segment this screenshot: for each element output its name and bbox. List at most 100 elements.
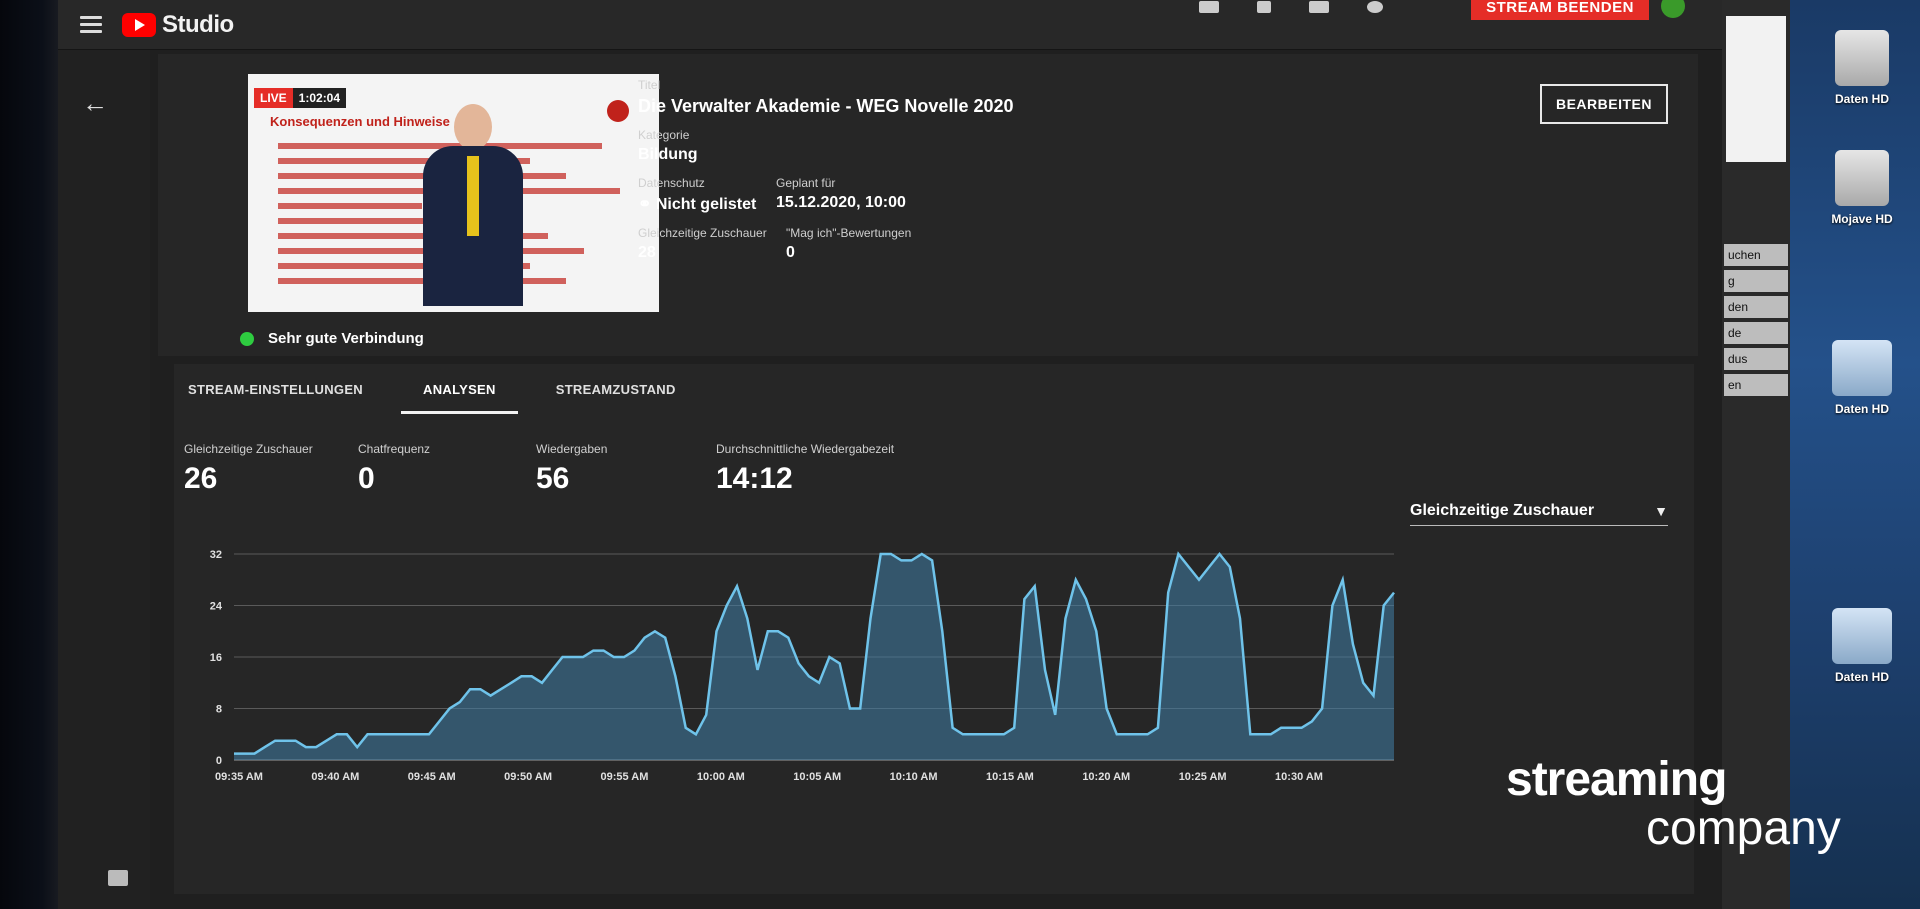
stat-views: Wiedergaben 56 bbox=[536, 442, 716, 496]
watermark-line2: company bbox=[1646, 802, 1841, 855]
title-label: Titel bbox=[638, 78, 661, 92]
x-tick-label: 10:00 AM bbox=[697, 771, 745, 783]
end-stream-button[interactable]: STREAM BEENDEN bbox=[1471, 0, 1649, 20]
x-tick-label: 09:55 AM bbox=[601, 771, 649, 783]
stat-avg-watch-time: Durchschnittliche Wiedergabezeit 14:12 bbox=[716, 442, 936, 496]
concurrent-viewers-label: Gleichzeitige Zuschauer bbox=[638, 226, 767, 240]
connection-status: Sehr gute Verbindung bbox=[240, 330, 424, 347]
live-badge: LIVE 1:02:04 bbox=[254, 88, 347, 108]
stream-preview[interactable]: LIVE 1:02:04 Konsequenzen und Hinweise bbox=[248, 74, 659, 312]
stat-chat-rate: Chatfrequenz 0 bbox=[358, 442, 536, 496]
stream-info-panel: LIVE 1:02:04 Konsequenzen und Hinweise bbox=[158, 54, 1698, 356]
hard-drive-icon bbox=[1835, 30, 1889, 86]
slide-heading: Konsequenzen und Hinweise bbox=[270, 114, 450, 129]
y-tick-label: 8 bbox=[216, 704, 222, 716]
likes-label: "Mag ich"-Bewertungen bbox=[786, 226, 912, 240]
side-button[interactable]: en bbox=[1724, 374, 1788, 396]
streaming-company-watermark: streaming company bbox=[1506, 756, 1841, 854]
menu-icon[interactable] bbox=[80, 16, 102, 33]
live-label: LIVE bbox=[254, 88, 293, 108]
stat-label: Wiedergaben bbox=[536, 442, 608, 456]
stat-label: Durchschnittliche Wiedergabezeit bbox=[716, 442, 895, 456]
analytics-panel: STREAM-EINSTELLUNGEN ANALYSEN STREAMZUST… bbox=[174, 364, 1694, 894]
connection-status-icon bbox=[240, 331, 254, 346]
likes-value: 0 bbox=[786, 244, 795, 261]
shared-drive-icon bbox=[1832, 608, 1892, 664]
privacy-label: Datenschutz bbox=[638, 176, 705, 190]
elapsed-time: 1:02:04 bbox=[292, 88, 347, 108]
desktop-icon-label: Daten HD bbox=[1834, 402, 1889, 416]
chevron-down-icon: ▼ bbox=[1654, 502, 1668, 519]
side-button[interactable]: den bbox=[1724, 296, 1788, 318]
desktop-icon-daten-hd[interactable]: Daten HD bbox=[1802, 30, 1920, 106]
monitor-bezel bbox=[0, 0, 60, 909]
metric-dropdown-value: Gleichzeitige Zuschauer bbox=[1410, 501, 1595, 519]
stat-value: 14:12 bbox=[716, 462, 793, 495]
desktop-icon-label: Daten HD bbox=[1834, 92, 1889, 106]
x-tick-label: 10:30 AM bbox=[1275, 771, 1323, 783]
stat-value: 26 bbox=[184, 462, 218, 495]
edit-button[interactable]: BEARBEITEN bbox=[1540, 84, 1668, 124]
stat-label: Chatfrequenz bbox=[358, 442, 431, 456]
stat-value: 56 bbox=[536, 462, 570, 495]
metric-dropdown[interactable]: Gleichzeitige Zuschauer ▼ bbox=[1410, 496, 1668, 526]
y-tick-label: 24 bbox=[210, 601, 223, 613]
y-tick-label: 32 bbox=[210, 549, 222, 561]
series-line bbox=[234, 551, 1395, 755]
stat-value: 0 bbox=[358, 462, 375, 495]
gear-icon[interactable] bbox=[1367, 1, 1383, 13]
x-tick-label: 09:45 AM bbox=[408, 771, 456, 783]
share-icon[interactable] bbox=[1309, 1, 1329, 13]
y-tick-label: 0 bbox=[216, 755, 222, 767]
side-button[interactable]: de bbox=[1724, 322, 1788, 344]
desktop-icon-daten-hd-share[interactable]: Daten HD bbox=[1802, 340, 1920, 416]
category-value: Bildung bbox=[638, 146, 698, 163]
x-tick-label: 10:05 AM bbox=[793, 771, 841, 783]
scheduled-label: Geplant für bbox=[776, 176, 836, 190]
bookmark-icon[interactable] bbox=[1257, 1, 1271, 13]
series-area bbox=[234, 554, 1394, 760]
stat-concurrent-viewers: Gleichzeitige Zuschauer 26 bbox=[184, 442, 358, 496]
avatar[interactable] bbox=[1661, 0, 1685, 18]
x-tick-label: 10:20 AM bbox=[1082, 771, 1130, 783]
desktop-icon-mojave-hd[interactable]: Mojave HD bbox=[1802, 150, 1920, 226]
y-tick-label: 16 bbox=[210, 652, 222, 664]
back-arrow-icon[interactable]: ← bbox=[82, 88, 108, 118]
concurrent-viewers-value: 28 bbox=[638, 244, 656, 261]
hard-drive-icon bbox=[1835, 150, 1889, 206]
clipboard-icon[interactable] bbox=[1199, 1, 1219, 13]
youtube-studio-window: Studio STREAM BEENDEN ← LIVE 1:02:04 Kon… bbox=[58, 0, 1723, 909]
watermark-line1: streaming bbox=[1506, 753, 1727, 806]
x-tick-label: 10:15 AM bbox=[986, 771, 1034, 783]
privacy-value: Nicht gelistet bbox=[655, 196, 757, 213]
toolbar-icons bbox=[1199, 0, 1383, 14]
desktop-icon-label: Mojave HD bbox=[1831, 212, 1893, 226]
privacy-value-row: ⚭ Nicht gelistet bbox=[638, 194, 778, 214]
title-value: Die Verwalter Akademie - WEG Novelle 202… bbox=[638, 96, 1014, 116]
side-button[interactable]: uchen bbox=[1724, 244, 1788, 266]
link-icon: ⚭ bbox=[638, 196, 656, 213]
x-tick-label: 09:50 AM bbox=[504, 771, 552, 783]
tab-stream-health[interactable]: STREAMZUSTAND bbox=[555, 382, 676, 397]
side-button[interactable]: dus bbox=[1724, 348, 1788, 370]
stats-row: Gleichzeitige Zuschauer 26 Chatfrequenz … bbox=[184, 442, 936, 496]
youtube-play-icon bbox=[122, 12, 156, 37]
x-tick-label: 09:35 AM bbox=[215, 771, 263, 783]
studio-logo[interactable]: Studio bbox=[122, 11, 234, 39]
x-tick-label: 10:10 AM bbox=[890, 771, 938, 783]
tab-analytics[interactable]: ANALYSEN bbox=[401, 382, 518, 414]
x-tick-label: 09:40 AM bbox=[311, 771, 359, 783]
x-tick-label: 10:25 AM bbox=[1179, 771, 1227, 783]
presenter-image bbox=[423, 104, 523, 312]
tab-bar: STREAM-EINSTELLUNGEN ANALYSEN STREAMZUST… bbox=[188, 382, 676, 414]
tab-stream-settings[interactable]: STREAM-EINSTELLUNGEN bbox=[188, 382, 363, 397]
viewers-chart: 0 8 16 24 32 09:35 AM 09:40 AM 09:45 AM 09:50 AM… bbox=[210, 549, 1395, 783]
desktop-icon-daten-hd-share-2[interactable]: Daten HD bbox=[1802, 608, 1920, 684]
scheduled-value: 15.12.2020, 10:00 bbox=[776, 194, 906, 211]
feedback-icon[interactable] bbox=[108, 870, 128, 886]
logo-text: Studio bbox=[162, 10, 234, 38]
side-thumbnail bbox=[1726, 16, 1786, 162]
side-button[interactable]: g bbox=[1724, 270, 1788, 292]
slide-logo-icon bbox=[607, 100, 629, 122]
left-rail: ← bbox=[58, 50, 150, 909]
